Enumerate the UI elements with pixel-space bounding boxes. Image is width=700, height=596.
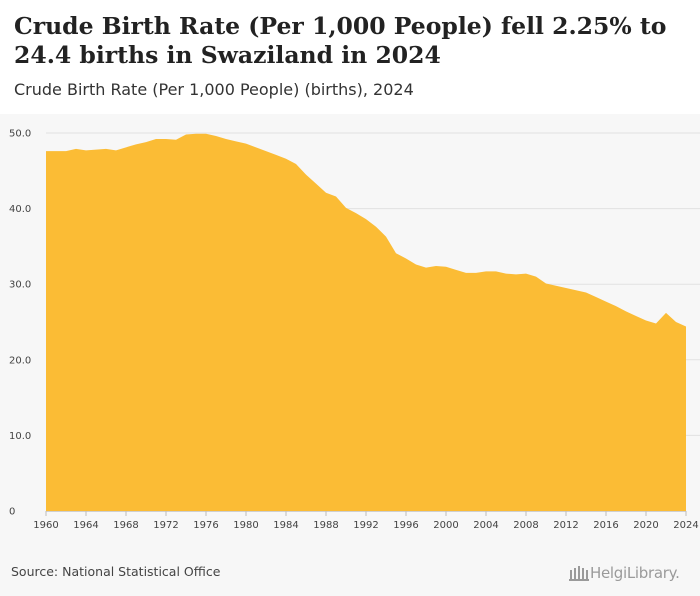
area-chart: 010.020.030.040.050.0 1960 1964 1968 1972 19… xyxy=(9,129,700,531)
x-tick-label: 1960 xyxy=(33,520,58,531)
x-tick-label: 1972 xyxy=(153,520,178,531)
x-tick-label: 1968 xyxy=(113,520,138,531)
chart-title: Crude Birth Rate (Per 1,000 People) fell… xyxy=(14,12,667,69)
y-axis: 0 10.0 20.0 30.0 40.0 50.0 xyxy=(9,129,31,518)
y-tick-label: 50.0 xyxy=(9,129,31,140)
area-series xyxy=(46,133,686,511)
x-tick-label: 2004 xyxy=(473,520,498,531)
x-tick-label: 1964 xyxy=(73,520,98,531)
chart-header: Crude Birth Rate (Per 1,000 People) fell… xyxy=(0,0,700,114)
x-tick-label: 2024 xyxy=(673,520,698,531)
logo-text: HelgiLibrary. xyxy=(590,564,680,582)
x-tick-label: 1992 xyxy=(353,520,378,531)
x-tick-label: 2020 xyxy=(633,520,658,531)
library-building-icon xyxy=(569,566,589,581)
x-tick-label: 1996 xyxy=(393,520,418,531)
y-tick-label: 20.0 xyxy=(9,355,31,366)
source-note: Source: National Statistical Office xyxy=(11,564,221,579)
x-tick-label: 1980 xyxy=(233,520,258,531)
chart-panel: 0 10.0 20.0 30.0 40.0 50.0 1960 1964 1968 1972 19… xyxy=(0,114,700,596)
chart-subtitle: Crude Birth Rate (Per 1,000 People) (bir… xyxy=(14,80,414,99)
helgi-library-logo[interactable]: HelgiLibrary. xyxy=(568,562,680,584)
y-tick-label: 30.0 xyxy=(9,280,31,291)
x-tick-label: 2012 xyxy=(553,520,578,531)
x-axis: 1960 1964 1968 1972 1976 1980 1984 1988 1992 1996… xyxy=(33,511,699,531)
y-tick-label: 40.0 xyxy=(9,204,31,215)
x-tick-label: 1988 xyxy=(313,520,338,531)
x-tick-label: 2016 xyxy=(593,520,618,531)
y-tick-label: 0 xyxy=(9,507,15,518)
y-tick-label: 10.0 xyxy=(9,431,31,442)
area-series-path xyxy=(46,133,686,511)
x-tick-label: 1984 xyxy=(273,520,298,531)
x-tick-label: 2000 xyxy=(433,520,458,531)
x-tick-label: 2008 xyxy=(513,520,538,531)
x-tick-label: 1976 xyxy=(193,520,218,531)
